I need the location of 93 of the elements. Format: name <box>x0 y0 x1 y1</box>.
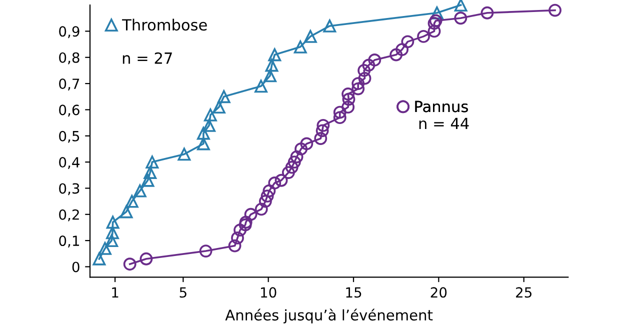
point <box>294 142 308 156</box>
point <box>401 35 414 48</box>
y-tick-label: 0,4 <box>59 157 80 169</box>
point <box>316 124 329 138</box>
y-tick-label: 0,7 <box>59 78 80 90</box>
legend-label: Pannus <box>415 100 468 112</box>
point <box>428 16 441 30</box>
point <box>228 239 242 252</box>
point <box>133 184 146 198</box>
point <box>217 90 230 104</box>
point <box>362 58 376 72</box>
point <box>106 216 120 229</box>
point <box>260 190 274 203</box>
point <box>254 202 268 216</box>
point <box>274 174 288 187</box>
point <box>265 58 278 72</box>
x-tick-label: 1 <box>112 287 118 298</box>
y-tick-label: 0,1 <box>59 236 79 248</box>
point <box>105 234 118 248</box>
x-tick-label: 5 <box>180 287 186 298</box>
point <box>342 92 356 106</box>
point <box>146 156 159 169</box>
point <box>258 194 272 208</box>
point <box>285 160 298 174</box>
point <box>314 132 328 145</box>
point <box>204 108 217 122</box>
point <box>358 72 372 85</box>
point <box>268 176 282 190</box>
point <box>234 224 247 237</box>
y-tick-label: 0,2 <box>59 209 79 222</box>
point <box>316 118 330 132</box>
point <box>244 208 258 221</box>
x-tick-label: 15 <box>346 287 362 298</box>
point <box>264 69 276 82</box>
point <box>396 43 409 56</box>
point <box>417 30 430 43</box>
annotation: n = 27 <box>122 52 172 64</box>
point <box>98 242 112 255</box>
point <box>199 244 212 258</box>
annotation: n = 44 <box>419 118 469 130</box>
point <box>390 48 403 62</box>
point <box>288 156 301 169</box>
point <box>178 148 191 161</box>
point <box>300 137 314 150</box>
point <box>196 126 210 140</box>
y-tick-label: 0,5 <box>59 130 80 143</box>
point <box>196 137 210 150</box>
point <box>262 184 276 198</box>
point <box>294 40 307 54</box>
point <box>342 100 355 114</box>
y-tick-label: 0,8 <box>59 52 80 64</box>
point <box>429 14 442 28</box>
point <box>140 252 153 266</box>
point <box>342 88 355 100</box>
point <box>202 118 216 132</box>
point <box>238 218 252 232</box>
point <box>92 252 106 266</box>
point <box>323 20 336 32</box>
point <box>123 258 136 271</box>
point <box>454 12 468 25</box>
x-tick-label: 25 <box>516 287 532 298</box>
point <box>304 30 317 43</box>
x-tick-label: 10 <box>261 287 276 298</box>
point <box>352 82 365 96</box>
point <box>125 194 138 208</box>
point <box>231 231 244 244</box>
y-tick-label: 0,3 <box>59 183 80 196</box>
point <box>548 4 562 17</box>
point <box>282 166 295 179</box>
point <box>212 100 226 114</box>
point <box>144 166 157 179</box>
point <box>106 226 119 240</box>
y-tick-label: 0 <box>72 262 80 272</box>
point <box>333 111 346 124</box>
x-tick-label: 20 <box>430 287 447 298</box>
point <box>480 6 494 20</box>
point <box>141 174 154 187</box>
point <box>368 54 382 66</box>
point <box>268 48 282 62</box>
x-axis-title: Années jusqu’à l’événement <box>225 308 433 324</box>
point <box>454 0 468 12</box>
point <box>430 6 444 20</box>
point <box>352 77 365 90</box>
y-tick-label: 0,9 <box>59 26 80 38</box>
point <box>239 216 252 229</box>
legend-label: Thrombose <box>122 18 207 31</box>
point <box>333 106 346 119</box>
point <box>290 150 304 164</box>
y-tick-label: 0,6 <box>59 104 80 117</box>
point <box>120 205 133 218</box>
point <box>428 24 441 38</box>
point <box>254 80 268 93</box>
point <box>358 64 371 77</box>
